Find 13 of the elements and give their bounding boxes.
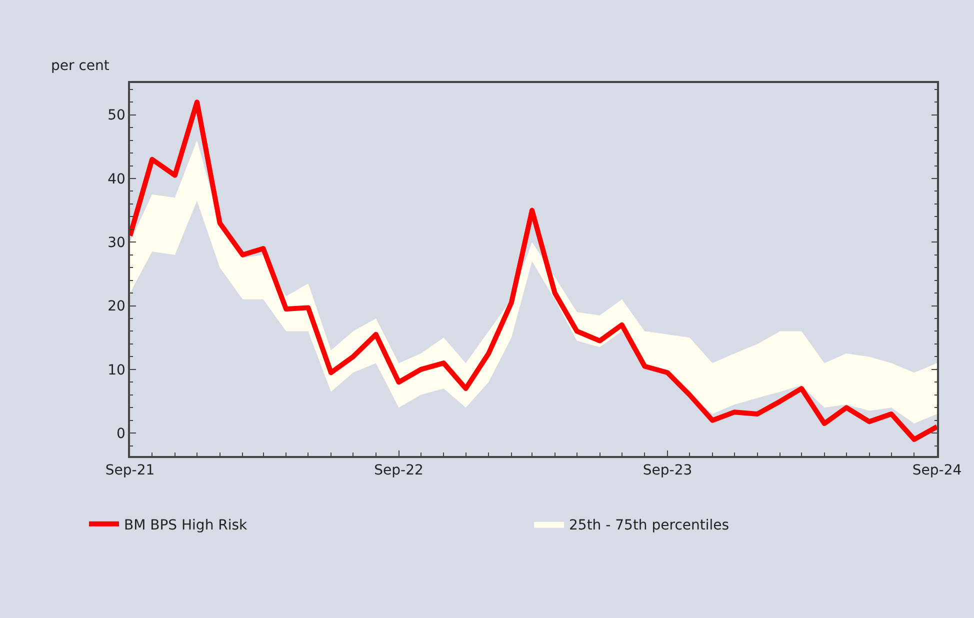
y-axis-title: per cent [51,58,110,74]
text: 25th - 75th percentiles [569,517,730,534]
y-tick-label: 20 [108,298,126,315]
y-tick-label: 50 [108,108,126,124]
x-tick-label: Sep-22 [374,462,424,479]
y-tick-label: 30 [108,235,126,252]
legend-label: BM BPS High Risk [124,517,248,534]
y-tick-label: 0 [116,426,126,442]
y-tick-label: 10 [108,362,126,378]
x-tick-label: Sep-24 [912,462,962,479]
x-tick-label: Sep-21 [105,462,155,479]
x-tick-label: Sep-23 [642,462,692,479]
y-tick-label: 40 [108,171,126,188]
